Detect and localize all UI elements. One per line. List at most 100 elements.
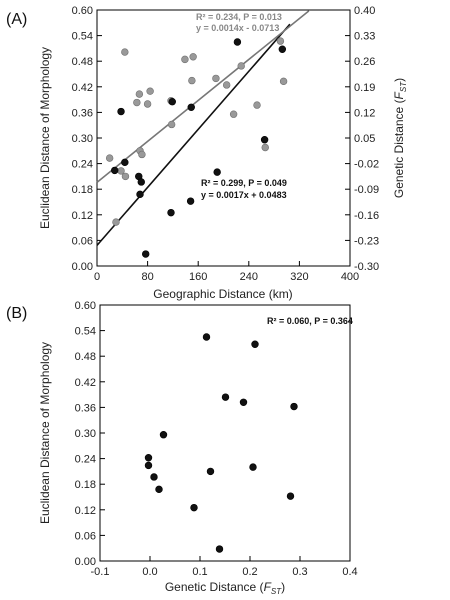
morphology-vs-genetic-point bbox=[155, 485, 163, 494]
y-tick-label: 0.48 bbox=[72, 56, 93, 68]
genetic-distance-point bbox=[189, 53, 197, 61]
y-tick-label: 0.30 bbox=[75, 428, 96, 440]
y2-tick-label: 0.40 bbox=[354, 5, 375, 17]
y-tick-label: 0.06 bbox=[72, 235, 93, 247]
x-tick-label: 160 bbox=[189, 271, 207, 283]
y2-tick-label: 0.33 bbox=[354, 31, 375, 43]
stats-annotation-b: R² = 0.060, P = 0.364 bbox=[267, 316, 353, 326]
genetic-distance-point bbox=[146, 87, 154, 95]
genetic-distance-point bbox=[229, 110, 238, 118]
genetic-distance-point bbox=[138, 150, 146, 159]
morphology-distance-point bbox=[136, 190, 144, 199]
panel-b: (B) 0.00 0.06 0.12 0.18 0.24 0.30 0.36 0.42 0.48… bbox=[6, 300, 358, 596]
y-tick-label: 0.54 bbox=[75, 326, 96, 338]
x-axis-label-b: Genetic Distance (FST) bbox=[165, 580, 285, 596]
morphology-distance-point bbox=[111, 166, 119, 175]
y-tick-label: 0.12 bbox=[72, 210, 93, 222]
y2-tick-label: -0.30 bbox=[354, 261, 379, 273]
genetic-distance-point bbox=[181, 55, 189, 64]
genetic-distance-point bbox=[167, 120, 176, 129]
x-tick-label: 0.3 bbox=[292, 566, 307, 578]
y-tick-label: 0.24 bbox=[75, 454, 96, 466]
genetic-distance-point bbox=[117, 167, 125, 175]
y-tick-label: 0.18 bbox=[72, 184, 93, 196]
genetic-distance-point bbox=[133, 98, 141, 107]
morphology-vs-genetic-point bbox=[249, 463, 257, 471]
y-axis-label-b: Euclidean Distance of Morphology bbox=[38, 342, 52, 524]
genetic-distance-point bbox=[237, 62, 245, 70]
morphology-distance-point bbox=[260, 136, 269, 144]
x-label-subscript: ST bbox=[271, 587, 282, 596]
y-tick-label: 0.06 bbox=[75, 530, 96, 542]
y-tick-label: 0.54 bbox=[72, 31, 93, 43]
y2-axis-label-a: Genetic Distance (FST) bbox=[392, 78, 408, 198]
genetic-distance-point bbox=[143, 100, 152, 108]
morphology-vs-genetic-point bbox=[159, 431, 168, 439]
x-tick-label: 240 bbox=[240, 271, 258, 283]
y2-label-subscript: ST bbox=[399, 81, 408, 92]
gray-fit-equation: y = 0.0014x - 0.0713 bbox=[196, 23, 279, 33]
x-tick-label: -0.1 bbox=[91, 566, 110, 578]
y-tick-label: 0.42 bbox=[72, 82, 93, 94]
genetic-fit-line bbox=[96, 10, 310, 183]
genetic-distance-point bbox=[212, 74, 220, 83]
x-label-main: Genetic Distance ( bbox=[165, 580, 264, 594]
y-tick-label: 0.00 bbox=[72, 261, 93, 273]
y-tick-label: 0.60 bbox=[72, 5, 93, 17]
x-ticks-b: -0.1 0.0 0.1 0.2 0.3 0.4 bbox=[91, 556, 358, 578]
morphology-distance-point bbox=[278, 45, 287, 53]
genetic-distance-point bbox=[112, 218, 120, 226]
genetic-distance-point bbox=[261, 143, 269, 152]
plot-frame-b bbox=[99, 304, 351, 562]
morphology-distance-point bbox=[142, 250, 150, 258]
genetic-distance-point bbox=[121, 172, 130, 181]
x-tick-label: 0 bbox=[94, 271, 100, 283]
morphology-vs-genetic-point bbox=[144, 454, 153, 462]
data-points-a bbox=[105, 37, 288, 258]
genetic-distance-point bbox=[188, 76, 196, 85]
morphology-distance-point bbox=[187, 103, 195, 111]
y2-tick-label: -0.23 bbox=[354, 235, 379, 247]
genetic-distance-point bbox=[135, 90, 144, 98]
genetic-distance-point bbox=[253, 101, 261, 109]
morphology-vs-genetic-point bbox=[206, 467, 215, 476]
y2-label-symbol: F bbox=[392, 91, 406, 99]
black-fit-equation: y = 0.0017x + 0.0483 bbox=[201, 190, 287, 200]
data-points-b bbox=[144, 333, 298, 553]
morphology-vs-genetic-point bbox=[239, 398, 248, 406]
gray-fit-stats: R² = 0.234, P = 0.013 bbox=[196, 12, 282, 22]
genetic-distance-point bbox=[105, 154, 114, 162]
x-tick-label: 80 bbox=[141, 271, 153, 283]
morphology-distance-point bbox=[167, 208, 175, 217]
y-tick-label: 0.42 bbox=[75, 377, 96, 389]
panel-label-a: (A) bbox=[6, 11, 27, 28]
x-axis-label-a: Geographic Distance (km) bbox=[153, 287, 292, 301]
morphology-vs-genetic-point bbox=[144, 461, 153, 470]
y-tick-label: 0.12 bbox=[75, 505, 96, 517]
y-tick-label: 0.30 bbox=[72, 133, 93, 145]
fit-lines-a bbox=[96, 10, 310, 246]
x-tick-label: 0.0 bbox=[142, 566, 157, 578]
y2-tick-label: 0.05 bbox=[354, 133, 375, 145]
x-tick-label: 0.2 bbox=[242, 566, 257, 578]
morphology-vs-genetic-point bbox=[190, 503, 198, 512]
x-tick-label: 320 bbox=[290, 271, 308, 283]
genetic-distance-point bbox=[121, 48, 129, 56]
morphology-vs-genetic-point bbox=[290, 402, 298, 411]
x-label-end: ) bbox=[281, 580, 285, 594]
y2-tick-label: -0.16 bbox=[354, 210, 379, 222]
morphology-distance-point bbox=[186, 197, 195, 205]
y-tick-label: 0.18 bbox=[75, 479, 96, 491]
morphology-distance-point bbox=[168, 98, 176, 106]
morphology-fit-line bbox=[96, 23, 291, 246]
y-tick-label: 0.48 bbox=[75, 351, 96, 363]
genetic-distance-point bbox=[276, 37, 285, 45]
morphology-vs-genetic-point bbox=[150, 473, 158, 481]
y-tick-label: 0.60 bbox=[75, 300, 96, 312]
morphology-vs-genetic-point bbox=[251, 340, 259, 348]
genetic-distance-point bbox=[222, 81, 231, 89]
x-ticks-a: 0 80 160 240 320 400 bbox=[94, 261, 359, 283]
y2-tick-label: 0.19 bbox=[354, 82, 375, 94]
morphology-vs-genetic-point bbox=[215, 545, 224, 553]
